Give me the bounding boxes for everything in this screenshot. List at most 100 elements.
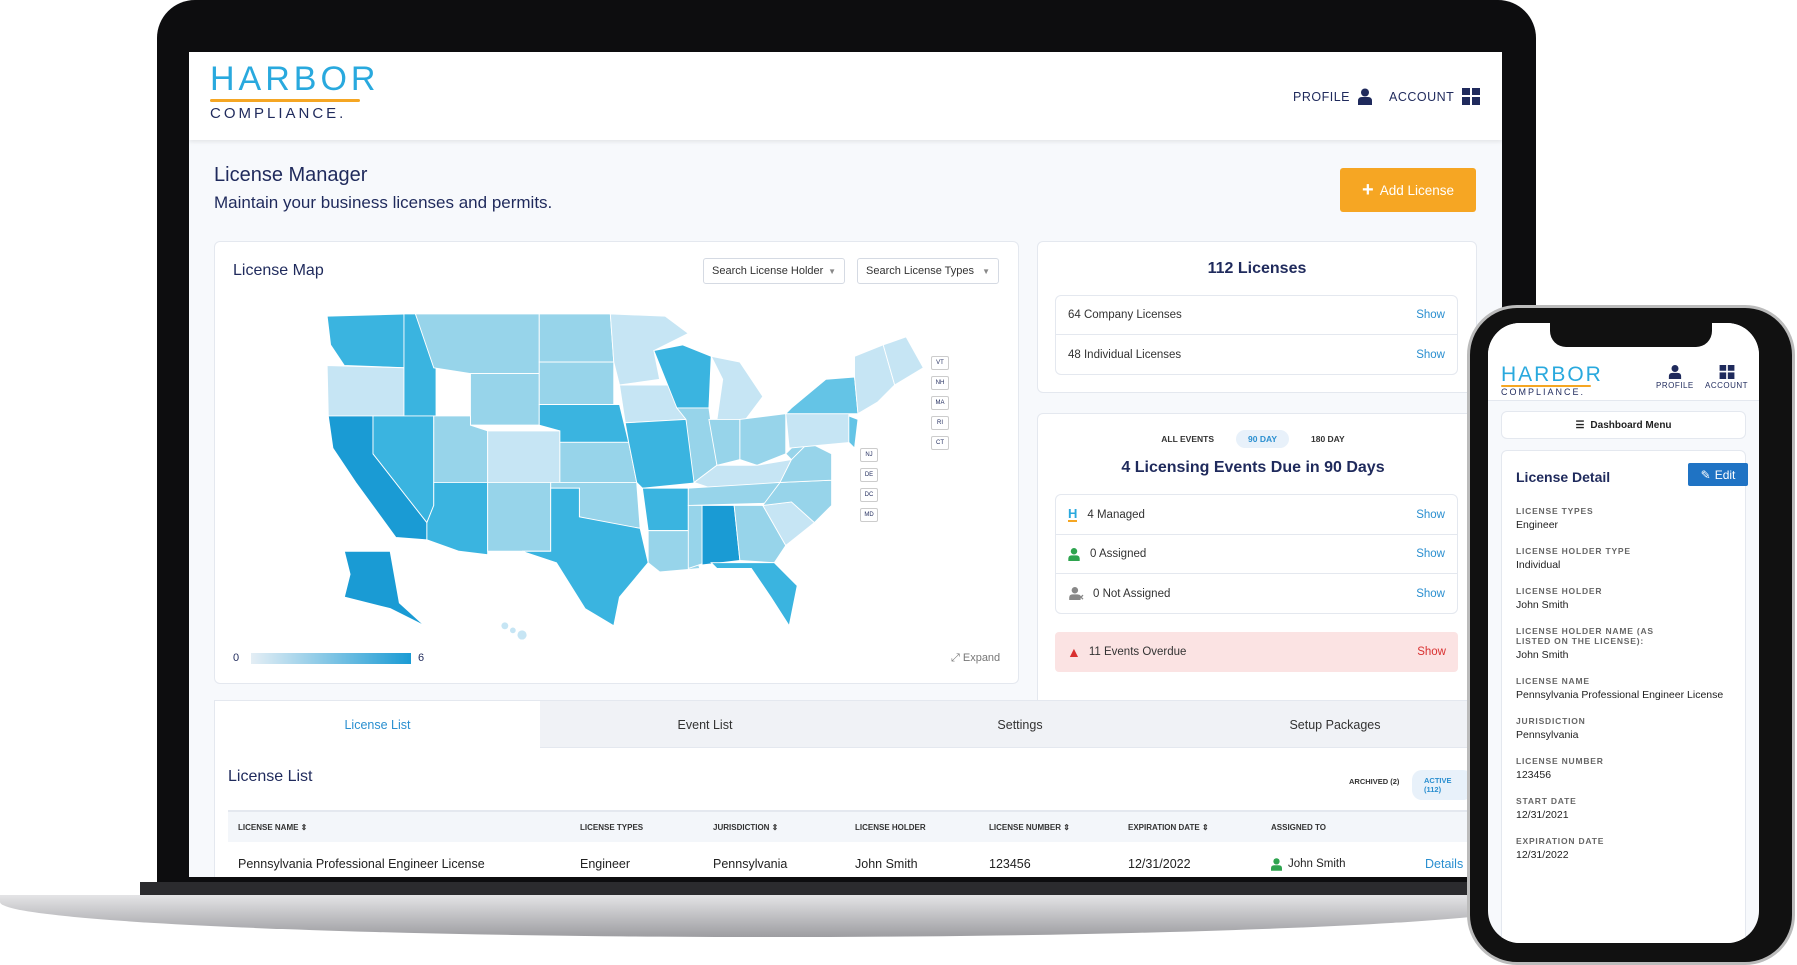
state-nm[interactable] — [487, 482, 552, 552]
state-or[interactable] — [326, 365, 405, 417]
state-nj[interactable] — [848, 415, 859, 450]
state-label-md[interactable]: MD — [860, 508, 878, 522]
state-la[interactable] — [647, 530, 701, 573]
profile-label: PROFILE — [1293, 89, 1350, 104]
state-ks[interactable] — [559, 441, 638, 483]
state-fl[interactable] — [710, 562, 798, 627]
state-label-ri[interactable]: RI — [931, 416, 949, 430]
state-me[interactable] — [882, 336, 924, 386]
assigned-name: John Smith — [1288, 858, 1346, 870]
filter-180-day[interactable]: 180 DAY — [1311, 434, 1345, 444]
phone-notch — [1550, 323, 1712, 347]
field-value: John Smith — [1516, 649, 1569, 661]
license-detail-fields: LICENSE TYPES Engineer LICENSE HOLDER TYPE… — [1516, 506, 1723, 876]
pencil-icon: ✎ — [1700, 467, 1711, 482]
col-label: LICENSE NAME — [238, 823, 299, 832]
col-expiration-date[interactable]: EXPIRATION DATE ⇕ — [1128, 823, 1209, 832]
license-list-panel: License List ARCHIVED (2) ACTIVE (112) L… — [214, 748, 1475, 877]
col-jurisdiction[interactable]: JURISDICTION ⇕ — [713, 823, 779, 832]
state-mn[interactable] — [609, 313, 690, 386]
us-choropleth-map[interactable] — [287, 299, 952, 643]
state-label-nh[interactable]: NH — [931, 376, 949, 390]
state-tx[interactable] — [521, 487, 649, 627]
license-types-select[interactable]: Search License Types ▼ — [857, 258, 999, 284]
field-label: START DATE — [1516, 796, 1577, 806]
show-link[interactable]: Show — [1416, 348, 1445, 361]
add-license-button[interactable]: + Add License — [1340, 168, 1476, 212]
state-mi[interactable] — [710, 355, 764, 420]
license-types-placeholder: Search License Types — [866, 265, 975, 277]
phone-harbor-logo[interactable]: HARBOR COMPLIANCE. — [1501, 364, 1603, 397]
col-license-name[interactable]: LICENSE NAME ⇕ — [238, 823, 308, 832]
state-mt[interactable] — [414, 313, 540, 375]
state-ut[interactable] — [433, 415, 489, 483]
phone-account-link[interactable]: ACCOUNT — [1705, 365, 1748, 390]
license-map-card: License Map Search License Holder ▼ Searc… — [214, 241, 1019, 684]
state-oh[interactable] — [739, 413, 787, 466]
filter-archived[interactable]: ARCHIVED (2) — [1349, 777, 1400, 786]
row-label: 48 Individual Licenses — [1068, 348, 1182, 361]
state-wy[interactable] — [469, 373, 540, 426]
state-label-de[interactable]: DE — [860, 468, 878, 482]
state-az[interactable] — [426, 482, 489, 556]
state-nd[interactable] — [538, 313, 615, 363]
logo-swoosh — [210, 99, 360, 102]
details-link[interactable]: Details — [1425, 857, 1464, 871]
dashboard-menu-button[interactable]: ☰ Dashboard Menu — [1501, 411, 1746, 439]
tab-event-list[interactable]: Event List — [677, 717, 733, 732]
state-hi-island[interactable] — [510, 627, 516, 634]
license-holder-select[interactable]: Search License Holder ▼ — [703, 258, 845, 284]
state-co[interactable] — [487, 430, 561, 483]
field-value: 123456 — [1516, 769, 1552, 781]
state-al[interactable] — [701, 504, 741, 566]
field-label: LICENSE NUMBER — [1516, 756, 1604, 766]
state-label-ct[interactable]: CT — [931, 436, 949, 450]
phone-profile-link[interactable]: PROFILE — [1656, 365, 1694, 390]
edit-button[interactable]: ✎ Edit — [1688, 463, 1748, 486]
tab-setup-packages[interactable]: Setup Packages — [1289, 717, 1381, 732]
state-label-dc[interactable]: DC — [860, 488, 878, 502]
filter-90-day[interactable]: 90 DAY — [1236, 430, 1289, 448]
user-x-icon — [1069, 587, 1084, 600]
profile-label: PROFILE — [1656, 381, 1694, 390]
state-label-vt[interactable]: VT — [931, 356, 949, 370]
overdue-alert: ▲ 11 Events Overdue Show — [1055, 632, 1458, 672]
field-label: JURISDICTION — [1516, 716, 1586, 726]
state-sd[interactable] — [538, 361, 615, 405]
harbor-logo[interactable]: HARBOR COMPLIANCE. — [210, 60, 379, 122]
state-ny[interactable] — [784, 376, 859, 415]
laptop-hinge — [140, 882, 1540, 898]
show-link[interactable]: Show — [1416, 309, 1445, 321]
state-pa[interactable] — [785, 413, 852, 449]
state-ar[interactable] — [641, 487, 689, 532]
detail-field: LICENSE TYPES Engineer — [1516, 506, 1691, 531]
account-label: ACCOUNT — [1705, 381, 1749, 390]
state-wa[interactable] — [326, 313, 408, 369]
show-link[interactable]: Show — [1416, 508, 1445, 521]
state-hi-island[interactable] — [517, 630, 527, 640]
state-ga[interactable] — [733, 504, 787, 564]
account-link[interactable]: ACCOUNT — [1389, 88, 1481, 105]
expand-button[interactable]: ⤢ Expand — [951, 652, 1000, 665]
show-link[interactable]: Show — [1416, 548, 1445, 560]
row-label: 64 Company Licenses — [1068, 309, 1182, 321]
state-label-ma[interactable]: MA — [931, 396, 949, 410]
show-overdue-link[interactable]: Show — [1417, 646, 1446, 658]
detail-field: LICENSE HOLDER NAME (AS LISTED ON THE LI… — [1516, 626, 1691, 661]
show-link[interactable]: Show — [1416, 587, 1445, 600]
field-value: 12/31/2021 — [1516, 809, 1569, 821]
filter-all-events[interactable]: ALL EVENTS — [1161, 434, 1215, 444]
license-breakdown-list: 64 Company Licenses Show 48 Individual Li… — [1055, 295, 1458, 375]
tab-settings[interactable]: Settings — [997, 717, 1043, 732]
tab-license-list[interactable]: License List — [215, 701, 540, 749]
state-label-nj[interactable]: NJ — [860, 448, 878, 462]
profile-link[interactable]: PROFILE — [1293, 88, 1372, 105]
field-label: LICENSE HOLDER NAME (AS LISTED ON THE LI… — [1516, 626, 1654, 646]
filter-active[interactable]: ACTIVE (112) — [1412, 770, 1473, 800]
state-hi-island[interactable] — [501, 622, 509, 630]
caret-down-icon: ▼ — [982, 266, 990, 276]
state-ak[interactable] — [343, 550, 425, 627]
logo-text-bottom: COMPLIANCE. — [1501, 387, 1586, 397]
col-license-number[interactable]: LICENSE NUMBER ⇕ — [989, 823, 1070, 832]
cell-license-name: Pennsylvania Professional Engineer Licen… — [238, 857, 485, 871]
